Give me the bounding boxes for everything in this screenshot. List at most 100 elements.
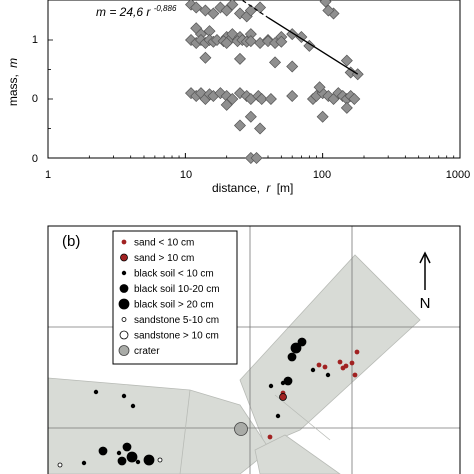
- data-point: [286, 60, 299, 73]
- x-axis-title-var: r: [266, 181, 271, 195]
- map-debris-points: [42, 337, 360, 468]
- data-point: [233, 7, 246, 20]
- debris-point: [130, 403, 136, 409]
- y-tick-label: 0: [32, 93, 38, 105]
- legend-marker: [119, 284, 129, 293]
- debris-point: [93, 389, 99, 395]
- x-axis-title-unit: [m]: [277, 181, 294, 195]
- panel-a-plot-frame: [47, 0, 461, 159]
- debris-point: [354, 349, 360, 355]
- data-point: [275, 35, 288, 48]
- debris-point: [42, 448, 46, 452]
- y-axis-title-prefix: mass,: [6, 74, 20, 106]
- panel-b-frame: [47, 225, 461, 474]
- map-grid-line: [274, 394, 331, 441]
- debris-point: [81, 460, 87, 466]
- legend-marker: [118, 345, 130, 356]
- x-axis-title: distance, r [m]: [212, 181, 293, 195]
- debris-point: [143, 454, 155, 466]
- fit-line-dashed: [240, 0, 269, 19]
- debris-point: [290, 342, 302, 354]
- debris-point: [325, 372, 331, 378]
- data-point: [199, 51, 212, 64]
- debris-point: [126, 451, 138, 463]
- data-point: [226, 93, 239, 105]
- debris-point: [116, 450, 122, 456]
- data-point: [303, 39, 316, 52]
- y-axis-title: mass, m: [6, 58, 20, 106]
- x-tick-label: 100: [313, 169, 331, 181]
- data-point: [250, 152, 263, 164]
- x-tick-label: 1000: [446, 169, 470, 181]
- data-point: [319, 0, 332, 8]
- legend-label: crater: [134, 346, 160, 357]
- data-point: [233, 52, 246, 65]
- data-point: [316, 110, 329, 123]
- panel-b: (b) N sand < 10 cm sand > 10 cm black soil…: [42, 225, 461, 474]
- legend-label: sandstone 5-10 cm: [134, 315, 219, 326]
- debris-point: [322, 364, 328, 370]
- debris-point: [349, 360, 355, 366]
- debris-point: [352, 372, 358, 378]
- data-point: [348, 93, 361, 105]
- data-point: [244, 110, 257, 123]
- data-point: [322, 4, 335, 17]
- data-point: [226, 0, 239, 11]
- legend-box: [112, 230, 238, 365]
- legend-marker: [121, 317, 127, 322]
- debris-point: [135, 459, 141, 465]
- debris-point: [234, 422, 248, 436]
- data-point: [254, 122, 267, 135]
- data-point: [340, 54, 353, 67]
- debris-point: [57, 462, 63, 468]
- data-point: [254, 1, 267, 14]
- debris-point: [157, 457, 163, 463]
- data-point: [313, 81, 326, 94]
- data-point: [340, 101, 353, 114]
- data-point: [244, 35, 257, 48]
- data-point: [207, 7, 220, 20]
- debris-point: [283, 376, 293, 386]
- y-axis-title-var: m: [6, 58, 20, 68]
- north-label: N: [420, 295, 431, 312]
- data-point: [220, 36, 233, 49]
- panel-a: 1 0 0 1 10 100 1000 distance, r [m] mass…: [6, 0, 470, 195]
- debris-point: [275, 413, 281, 419]
- x-tick-label: 10: [180, 169, 192, 181]
- map-grid-line: [179, 389, 191, 474]
- panel-a-data-points: [185, 0, 364, 164]
- debris-point: [121, 393, 127, 399]
- north-arrow-head: [419, 251, 431, 264]
- panel-a-fit-line: [240, 0, 359, 75]
- fit-equation-exponent: -0,886: [154, 4, 177, 13]
- debris-point: [316, 362, 322, 368]
- debris-point: [279, 393, 287, 401]
- data-point: [233, 119, 246, 132]
- data-point: [269, 56, 282, 69]
- debris-point: [268, 383, 274, 389]
- survey-area-polygon-upper: [239, 254, 421, 446]
- map-area: [42, 226, 460, 474]
- data-point: [185, 0, 198, 11]
- legend: sand < 10 cm sand > 10 cm black soil < 10 …: [112, 230, 238, 365]
- y-tick-label: 0: [32, 153, 38, 165]
- survey-area-polygon-lower: [254, 434, 341, 474]
- data-point: [286, 90, 299, 103]
- data-point: [220, 4, 233, 17]
- x-tick-label: 1: [45, 169, 51, 181]
- legend-marker: [118, 298, 130, 310]
- fit-equation-base: m = 24,6 r: [96, 5, 151, 19]
- debris-point: [287, 352, 297, 362]
- debris-point: [337, 359, 343, 365]
- x-axis-title-prefix: distance,: [212, 181, 260, 195]
- debris-point: [297, 337, 307, 347]
- data-point: [255, 93, 268, 105]
- legend-label: sandstone > 10 cm: [134, 331, 219, 342]
- fit-line-solid: [267, 16, 359, 75]
- legend-marker: [121, 239, 127, 245]
- legend-label: black soil < 10 cm: [134, 269, 214, 280]
- data-point: [190, 1, 203, 14]
- data-point: [220, 98, 233, 111]
- legend-marker: [120, 253, 128, 262]
